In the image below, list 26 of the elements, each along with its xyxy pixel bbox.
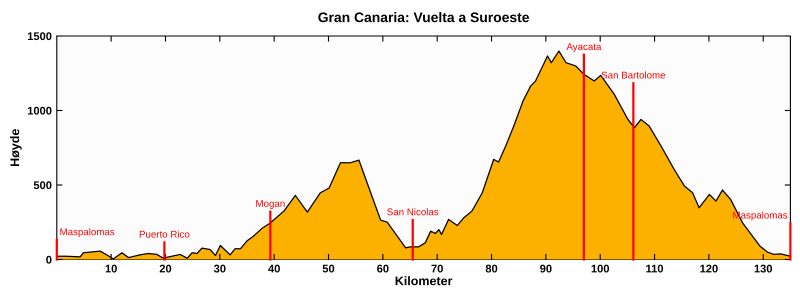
- x-tick-label: 10: [106, 264, 117, 273]
- ref-line-label: Maspalomas: [60, 228, 114, 238]
- ref-line-label: San Bartolome: [602, 71, 666, 79]
- x-tick-label: 20: [160, 264, 172, 273]
- x-tick-label: 90: [540, 264, 552, 273]
- x-axis-title: Kilometer: [396, 276, 452, 286]
- x-tick-label: 70: [431, 264, 443, 273]
- x-tick-label: 60: [377, 264, 389, 273]
- chart-title: Gran Canaria: Vuelta a Suroeste: [318, 12, 530, 22]
- y-tick-label: 500: [34, 181, 52, 190]
- y-tick-label: 0: [46, 256, 52, 264]
- x-tick-label: 30: [214, 264, 226, 273]
- y-tick-label: 1000: [28, 106, 52, 115]
- x-tick-label: 110: [646, 264, 664, 273]
- y-tick-label: 1500: [28, 32, 52, 40]
- ref-line-label: Mogan: [256, 200, 285, 209]
- y-axis-title: Høyde: [10, 129, 22, 166]
- x-tick-label: 50: [322, 264, 334, 273]
- ref-line-label: San Nicolas: [387, 208, 438, 216]
- x-tick-label: 80: [486, 264, 498, 273]
- x-tick-label: 120: [700, 264, 718, 273]
- ref-line-label: Ayacata: [566, 43, 602, 52]
- ref-line-label: Puerto Rico: [140, 230, 190, 238]
- x-tick-label: 130: [754, 264, 772, 273]
- x-tick-label: 40: [268, 264, 280, 273]
- x-tick-label: 100: [592, 264, 610, 273]
